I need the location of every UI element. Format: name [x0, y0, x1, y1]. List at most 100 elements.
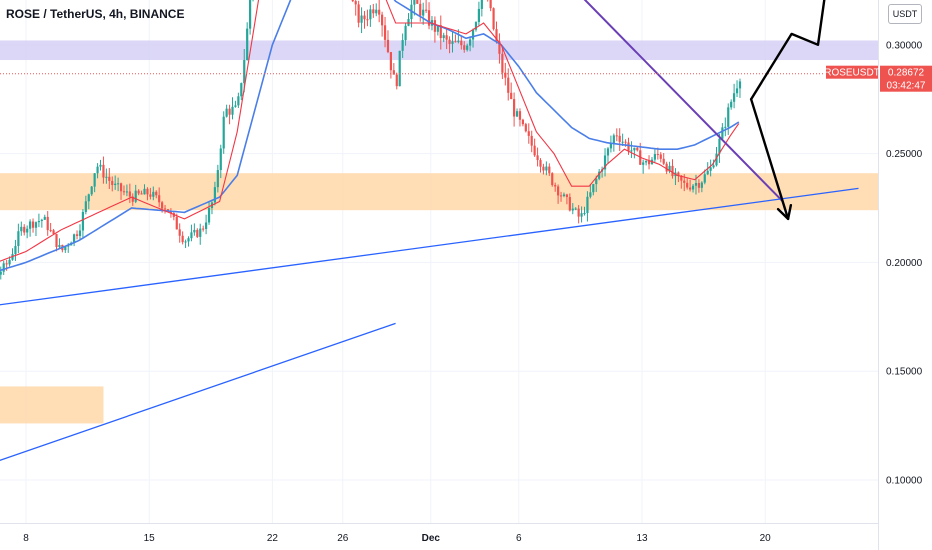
- candle: [466, 43, 469, 52]
- candle-body: [603, 155, 607, 170]
- candle-body: [471, 29, 475, 40]
- candle: [49, 222, 52, 233]
- candle: [662, 152, 665, 166]
- candle: [413, 0, 416, 16]
- candle: [357, 0, 360, 28]
- candle-body: [727, 107, 730, 127]
- candle: [207, 201, 211, 225]
- candle: [134, 184, 137, 204]
- candle: [105, 168, 108, 184]
- candle: [451, 31, 454, 53]
- candle-body: [96, 166, 99, 174]
- candle: [448, 36, 451, 54]
- candle: [474, 21, 478, 32]
- candle: [627, 137, 630, 155]
- candle: [425, 0, 428, 13]
- candle-body: [354, 1, 357, 5]
- candle: [630, 141, 633, 158]
- candle: [712, 159, 715, 169]
- candle-body: [577, 208, 580, 217]
- candle: [501, 46, 504, 80]
- candle-body: [190, 232, 193, 239]
- candle: [407, 13, 410, 27]
- candle: [603, 148, 607, 177]
- candle: [422, 2, 425, 25]
- candle-body: [557, 186, 560, 196]
- candle-body: [580, 213, 583, 217]
- candle-body: [20, 226, 23, 232]
- price-tag: [880, 65, 932, 92]
- time-tick-label: 26: [337, 533, 349, 544]
- candle: [442, 32, 445, 43]
- candle: [386, 30, 390, 54]
- candle-body: [34, 222, 38, 228]
- lower-zone: [0, 386, 104, 424]
- price-tick-label: 0.15000: [886, 367, 923, 378]
- candle: [372, 3, 375, 18]
- plot-area: [0, 0, 878, 523]
- candle: [55, 233, 58, 252]
- candle: [222, 111, 225, 154]
- candle: [131, 193, 134, 206]
- candle-body: [122, 191, 126, 193]
- candle-body: [721, 127, 724, 139]
- time-tick-label: 8: [23, 533, 29, 544]
- candle: [43, 214, 46, 221]
- candle: [691, 183, 695, 193]
- currency-button[interactable]: USDT: [888, 4, 922, 24]
- candle-body: [202, 228, 205, 230]
- symbol-title: ROSE / TetherUS, 4h, BINANCE: [6, 7, 185, 21]
- candle-body: [419, 3, 422, 16]
- candle-body: [64, 246, 67, 251]
- candle: [231, 97, 234, 120]
- candle-body: [369, 9, 372, 20]
- candle-body: [425, 9, 428, 11]
- candle: [659, 152, 662, 163]
- time-tick-label: 15: [144, 533, 156, 544]
- candle-body: [357, 4, 360, 23]
- candle-body: [207, 208, 211, 223]
- candle-body: [606, 148, 610, 156]
- candle-body: [386, 39, 390, 53]
- candle-body: [249, 0, 252, 29]
- candle-body: [504, 72, 507, 78]
- candle: [615, 128, 618, 142]
- candle-body: [433, 20, 437, 32]
- time-tick-label: 20: [760, 533, 772, 544]
- candle: [199, 223, 202, 245]
- candle: [190, 224, 193, 242]
- candle: [542, 163, 545, 175]
- candle: [436, 25, 439, 36]
- candle: [715, 146, 718, 167]
- ascending-support-line: [0, 187, 859, 306]
- candle-body: [378, 9, 381, 15]
- candle-body: [448, 39, 451, 44]
- candle: [592, 183, 595, 196]
- candle-body: [416, 0, 419, 4]
- candle-body: [149, 194, 152, 197]
- candle: [680, 175, 683, 189]
- candle-body: [542, 166, 545, 171]
- candle: [524, 122, 527, 133]
- candle-body: [23, 226, 26, 233]
- candle-body: [671, 165, 674, 177]
- candle: [193, 223, 196, 236]
- candle: [64, 246, 67, 253]
- candle: [184, 239, 187, 249]
- candle-body: [492, 8, 495, 30]
- candle-body: [668, 165, 671, 172]
- candle: [480, 0, 483, 17]
- candle-body: [574, 208, 577, 210]
- candle: [504, 62, 507, 86]
- candle-body: [87, 194, 90, 202]
- candle: [562, 192, 566, 198]
- candle-body: [562, 194, 566, 196]
- candle: [40, 218, 43, 228]
- candle: [586, 191, 589, 222]
- candle-body: [213, 187, 217, 203]
- candle: [653, 149, 657, 162]
- candle-body: [111, 180, 114, 186]
- candle: [140, 190, 143, 195]
